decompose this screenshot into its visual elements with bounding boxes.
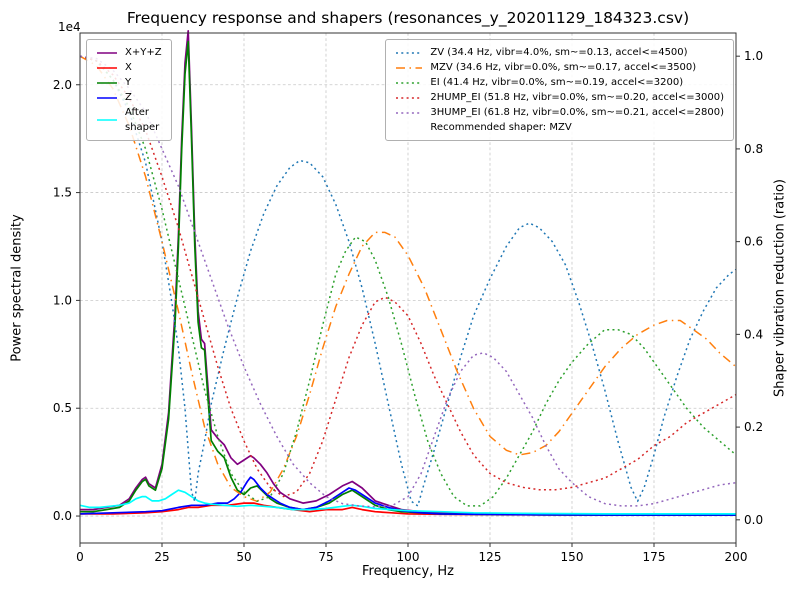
y-left-tick-label: 0.0 [53, 509, 72, 523]
legend-line-sample-mzv [396, 66, 423, 69]
legend-item-sum: X+Y+Z [96, 45, 162, 60]
psd-curves [79, 29, 736, 516]
legend-psd: X+Y+Z X Y Z After shaper [86, 39, 172, 141]
legend-label-y: Y [125, 77, 132, 88]
legend-line-sample-3hump-ei [396, 111, 423, 114]
y-right-tick-label: 0.4 [744, 327, 763, 341]
x-tick-label: 200 [725, 550, 748, 564]
x-axis-label: Frequency, Hz [361, 564, 455, 579]
y-right-tick-label: 0.8 [744, 142, 763, 156]
x-tick-label: 175 [643, 550, 666, 564]
x-tick-label: 75 [318, 550, 333, 564]
x-tick-label: 0 [76, 550, 84, 564]
legend-line-sample-x [97, 66, 117, 69]
y-left-tick-label: 1.0 [53, 293, 72, 307]
legend-line-sample-after-shaper [97, 119, 117, 121]
legend-item-z: Z [96, 90, 162, 105]
legend-item-zv: ZV (34.4 Hz, vibr=4.0%, sm~=0.13, accel<… [395, 45, 724, 60]
legend-line-sample-2hump-ei [396, 96, 423, 99]
series-line-z [79, 476, 736, 516]
legend-label-2hump-ei: 2HUMP_EI (51.8 Hz, vibr=0.0%, sm~=0.20, … [430, 92, 724, 103]
legend-label-after-shaper: After shaper [125, 107, 160, 133]
legend-shapers: ZV (34.4 Hz, vibr=4.0%, sm~=0.13, accel<… [385, 39, 734, 141]
legend-item-y: Y [96, 75, 162, 90]
y-right-tick-label: 1.0 [744, 49, 763, 63]
y-left-tick-label: 0.5 [53, 401, 72, 415]
recommended-shaper-note: Recommended shaper: MZV [430, 122, 572, 133]
legend-line-sample-z [97, 96, 117, 99]
series-line-mzv [79, 55, 737, 503]
series-line-3hump-ei [79, 55, 737, 508]
legend-label-mzv: MZV (34.6 Hz, vibr=0.0%, sm~=0.17, accel… [430, 62, 697, 73]
y-left-tick-label: 1.5 [53, 186, 72, 200]
legend-line-sample-ei [396, 81, 423, 84]
legend-label-ei: EI (41.4 Hz, vibr=0.0%, sm~=0.19, accel<… [430, 77, 684, 88]
legend-label-3hump-ei: 3HUMP_EI (61.8 Hz, vibr=0.0%, sm~=0.21, … [430, 107, 724, 118]
legend-item-x: X [96, 60, 162, 75]
x-tick-label: 100 [397, 550, 420, 564]
y-right-tick-label: 0.6 [744, 235, 763, 249]
legend-item-mzv: MZV (34.6 Hz, vibr=0.0%, sm~=0.17, accel… [395, 60, 724, 75]
legend-line-sample-sum [97, 51, 117, 54]
legend-item-ei: EI (41.4 Hz, vibr=0.0%, sm~=0.19, accel<… [395, 75, 724, 90]
x-tick-label: 150 [561, 550, 584, 564]
legend-label-z: Z [125, 92, 132, 103]
series-line-ei [79, 55, 737, 507]
series-line-sum [80, 29, 736, 516]
tick-labels: 0 25 50 75 100 125 150 175 200 0.0 0.5 1.0 1.5 2.0 0.0… [53, 49, 763, 564]
y-left-tick-label: 2.0 [53, 78, 72, 92]
legend-line-sample-zv [396, 51, 423, 54]
y-right-tick-label: 0.2 [744, 420, 763, 434]
legend-label-x: X [125, 62, 132, 73]
series-line-y [80, 40, 736, 516]
y-axis-offset-text: 1e4 [58, 20, 81, 34]
legend-item-2hump-ei: 2HUMP_EI (51.8 Hz, vibr=0.0%, sm~=0.20, … [395, 90, 724, 105]
chart-title: Frequency response and shapers (resonanc… [126, 9, 690, 27]
x-tick-label: 25 [154, 550, 169, 564]
x-tick-label: 125 [479, 550, 502, 564]
shaper-curves [79, 55, 737, 508]
legend-line-sample-y [97, 81, 117, 84]
tick-marks [76, 55, 740, 547]
legend-item-3hump-ei: 3HUMP_EI (61.8 Hz, vibr=0.0%, sm~=0.21, … [395, 105, 724, 120]
y-right-tick-label: 0.0 [744, 513, 763, 527]
legend-item-after-shaper: After shaper [96, 105, 162, 135]
legend-label-zv: ZV (34.4 Hz, vibr=4.0%, sm~=0.13, accel<… [430, 47, 688, 58]
series-line-after-shaper [79, 489, 736, 515]
x-tick-label: 50 [236, 550, 251, 564]
legend-label-sum: X+Y+Z [125, 47, 162, 58]
series-line-zv [79, 55, 737, 507]
